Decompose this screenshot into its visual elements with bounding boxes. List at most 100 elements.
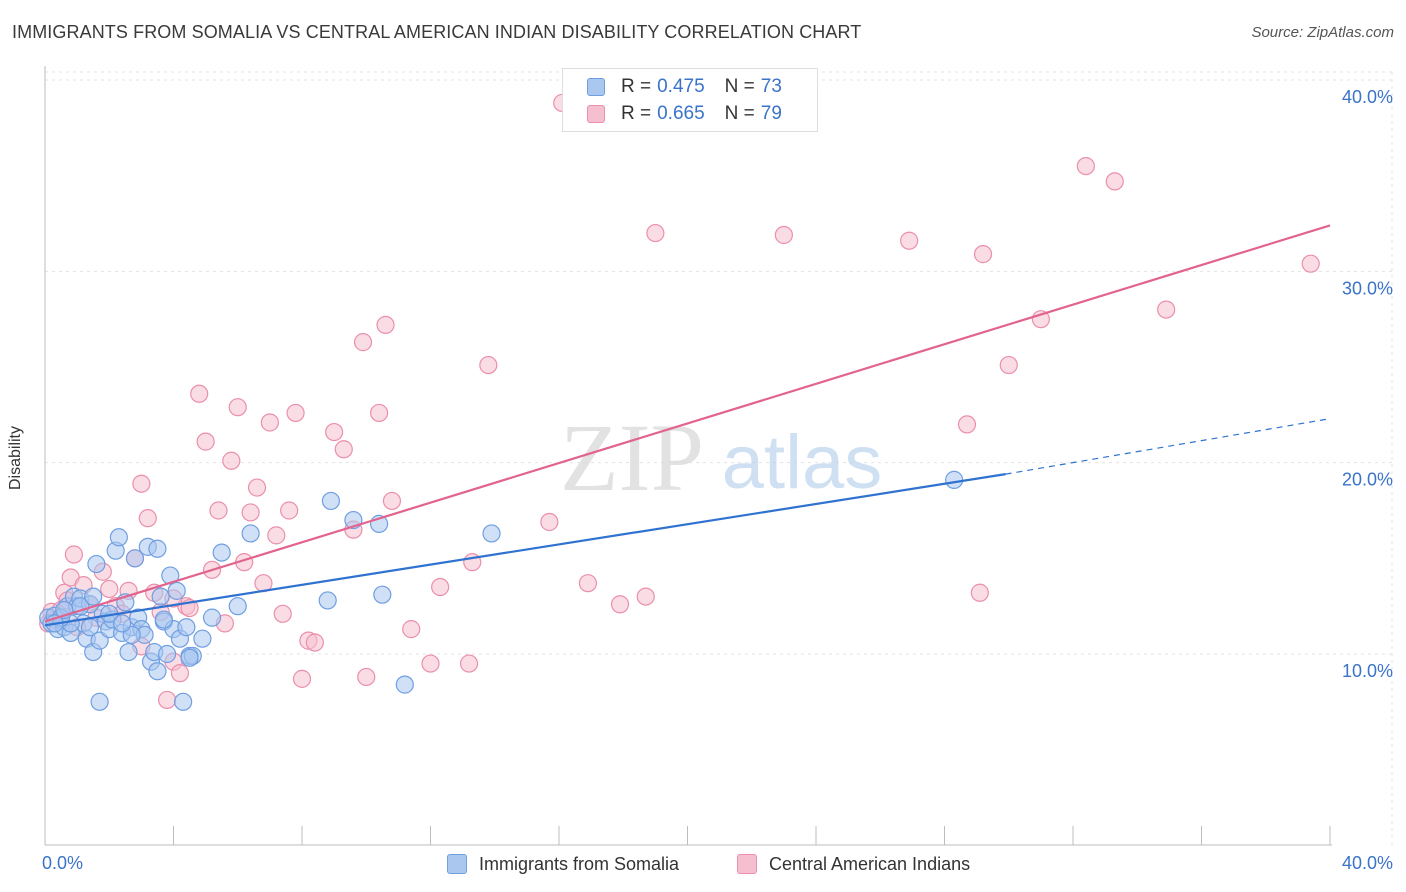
- legend-r-label: R =: [621, 103, 652, 124]
- watermark-zip: ZIP: [560, 404, 704, 511]
- legend-r-value: 0.475: [657, 76, 705, 97]
- legend-n-value: 79: [760, 103, 782, 124]
- legend-row-somalia: R = 0.475 N = 73: [587, 75, 782, 99]
- data-point-somalia: [87, 554, 106, 574]
- data-point-central-american: [286, 403, 305, 423]
- data-point-central-american: [1157, 300, 1176, 319]
- data-point-somalia: [228, 597, 247, 616]
- data-point-central-american: [376, 315, 395, 335]
- data-point-central-american: [540, 512, 559, 532]
- y-axis-label: Disability: [7, 425, 24, 491]
- data-point-central-american: [222, 451, 241, 470]
- data-point-central-american: [578, 574, 598, 593]
- data-point-somalia: [90, 692, 109, 711]
- data-point-central-american: [479, 355, 498, 375]
- data-point-central-american: [636, 587, 655, 606]
- data-point-central-american: [228, 398, 247, 417]
- data-point-central-american: [247, 478, 267, 497]
- series-central-american-indians: [39, 93, 1320, 710]
- data-point-central-american: [292, 669, 312, 688]
- legend-row-central-american: R = 0.665 N = 79: [587, 102, 782, 126]
- bottom-legend-label: Central American Indians: [769, 853, 971, 874]
- x-tick-label-min: 0.0%: [42, 853, 83, 873]
- grid-layer: [45, 71, 1395, 845]
- data-point-somalia: [373, 585, 392, 604]
- data-point-somalia: [174, 692, 193, 711]
- data-point-somalia: [151, 587, 170, 606]
- data-point-central-american: [1076, 157, 1095, 176]
- data-point-central-american: [260, 413, 279, 432]
- data-point-central-american: [610, 595, 630, 614]
- data-point-central-american: [132, 474, 151, 493]
- data-point-somalia: [119, 642, 138, 662]
- data-point-central-american: [957, 415, 977, 434]
- stats-legend: R = 0.475 N = 73 R = 0.665 N = 79: [562, 68, 818, 132]
- data-point-central-american: [370, 403, 389, 423]
- legend-r-value: 0.665: [657, 103, 705, 124]
- data-point-somalia: [318, 591, 337, 610]
- data-point-somalia: [395, 675, 414, 694]
- data-point-somalia: [180, 648, 199, 667]
- data-point-somalia: [321, 491, 341, 511]
- y-tick-label: 30.0%: [1342, 278, 1393, 298]
- bottom-legend-central-american: Central American Indians: [737, 852, 970, 876]
- bottom-legend-somalia: Immigrants from Somalia: [447, 852, 679, 876]
- trendline-somalia-extension: [1005, 418, 1331, 475]
- data-point-central-american: [973, 245, 993, 264]
- data-point-somalia: [193, 629, 212, 648]
- data-point-central-american: [273, 604, 292, 623]
- data-point-somalia: [148, 662, 167, 681]
- y-tick-label: 10.0%: [1342, 661, 1393, 681]
- legend-swatch-blue: [587, 78, 605, 96]
- data-point-somalia: [154, 610, 173, 629]
- data-point-somalia: [109, 528, 128, 547]
- data-point-somalia: [157, 644, 177, 664]
- data-point-central-american: [64, 545, 84, 564]
- data-point-central-american: [970, 583, 989, 602]
- data-point-somalia: [167, 581, 186, 600]
- bottom-legend-label: Immigrants from Somalia: [479, 853, 680, 874]
- data-point-central-american: [382, 491, 402, 511]
- data-point-somalia: [212, 543, 231, 562]
- data-point-central-american: [196, 432, 215, 451]
- data-point-somalia: [161, 566, 180, 585]
- chart-title: IMMIGRANTS FROM SOMALIA VS CENTRAL AMERI…: [12, 22, 862, 42]
- legend-n-label: N =: [724, 103, 755, 124]
- source-label: Source: ZipAtlas.com: [1251, 24, 1394, 41]
- tick-labels: 10.0% 20.0% 30.0% 40.0% 0.0% 40.0%: [42, 87, 1393, 873]
- trendline-central-american: [44, 224, 1331, 623]
- data-point-somalia: [202, 608, 222, 627]
- data-point-central-american: [646, 223, 665, 243]
- data-point-central-american: [325, 422, 344, 442]
- bottom-legend-swatch-pink: [737, 854, 757, 874]
- data-point-central-american: [190, 384, 209, 403]
- data-point-central-american: [900, 231, 919, 250]
- data-point-central-american: [170, 664, 190, 683]
- x-tick-label-max: 40.0%: [1342, 853, 1393, 873]
- data-point-central-american: [334, 440, 353, 459]
- data-point-somalia: [112, 614, 132, 633]
- axis-layer: [44, 66, 1332, 846]
- data-point-central-american: [280, 501, 299, 520]
- data-point-central-american: [421, 654, 440, 673]
- data-point-central-american: [305, 633, 324, 652]
- watermark: ZIP atlas: [560, 404, 882, 511]
- legend-r-label: R =: [621, 76, 652, 97]
- data-point-central-american: [267, 526, 286, 545]
- data-point-somalia: [125, 549, 145, 568]
- data-point-central-american: [353, 333, 373, 352]
- data-point-central-american: [241, 503, 260, 522]
- data-point-central-american: [1105, 172, 1124, 191]
- data-point-central-american: [459, 654, 479, 673]
- legend-swatch-pink: [587, 105, 605, 123]
- data-point-somalia: [945, 470, 964, 489]
- legend-n-label: N =: [724, 76, 755, 97]
- data-point-central-american: [100, 579, 119, 599]
- data-point-central-american: [402, 620, 421, 639]
- trend-layer: [44, 224, 1331, 627]
- data-point-somalia: [482, 524, 501, 543]
- data-point-central-american: [138, 509, 157, 528]
- data-point-central-american: [999, 355, 1018, 375]
- data-point-central-american: [1301, 254, 1320, 273]
